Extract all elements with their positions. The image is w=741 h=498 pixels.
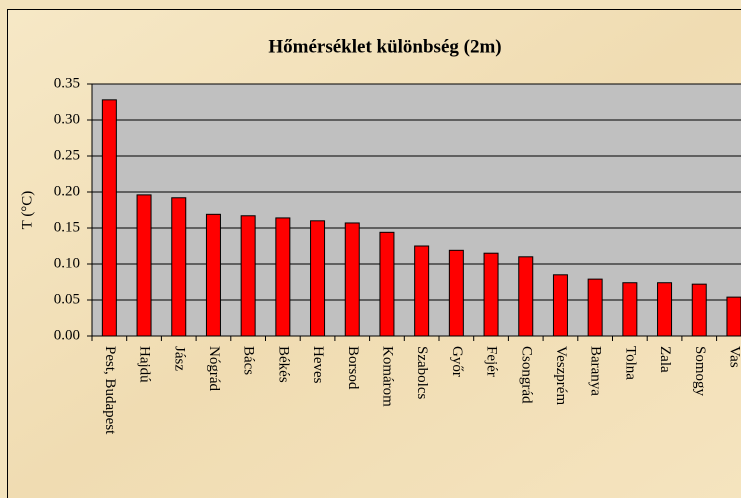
bar [691,283,707,337]
bar [483,252,499,337]
chart-title: Hőmérséklet különbség (2m) [268,36,501,57]
bar [275,217,291,337]
bar [518,256,534,337]
bar [310,220,326,337]
x-tick-label: Heves [310,346,326,384]
bar [448,249,464,337]
bar [379,231,395,337]
y-tick-label: 0.30 [54,111,80,127]
x-tick-label: Fejér [484,346,500,377]
bar [171,197,187,337]
x-tick-label: Győr [449,346,465,377]
y-tick-label: 0.25 [54,147,80,163]
x-tick-label: Pest, Budapest [102,346,118,435]
bar [101,99,117,337]
y-tick-label: 0.20 [54,183,80,199]
x-tick-label: Borsod [345,346,361,390]
y-axis-label: T (°C) [19,191,35,230]
bar [205,213,221,337]
bar [657,282,673,337]
bar [344,222,360,337]
y-tick-label: 0.05 [54,291,80,307]
bar [240,215,256,337]
bar [726,296,741,337]
x-tick-label: Hajdú [137,346,153,383]
x-tick-label: Szabolcs [414,346,430,399]
x-tick-label: Csongrád [518,346,534,404]
bar [552,274,568,337]
x-tick-label: Vas [727,346,741,368]
x-tick-label: Somogy [692,346,708,397]
y-tick-label: 0.15 [54,219,80,235]
bar [136,194,152,337]
bar [414,245,430,337]
x-tick-label: Bács [241,346,257,375]
y-tick-label: 0.10 [54,255,80,271]
x-tick-label: Jász [171,346,187,371]
x-tick-label: Veszprém [553,346,569,405]
y-tick-label: 0.00 [54,327,80,343]
x-tick-label: Tolna [622,346,638,380]
x-tick-label: Baranya [588,346,604,396]
x-tick-label: Komárom [380,346,396,407]
bar [622,282,638,337]
y-tick-label: 0.35 [54,75,80,91]
bar [587,278,603,337]
x-tick-label: Zala [657,346,673,373]
x-tick-label: Békés [275,346,291,383]
x-tick-label: Nógrád [206,346,222,391]
